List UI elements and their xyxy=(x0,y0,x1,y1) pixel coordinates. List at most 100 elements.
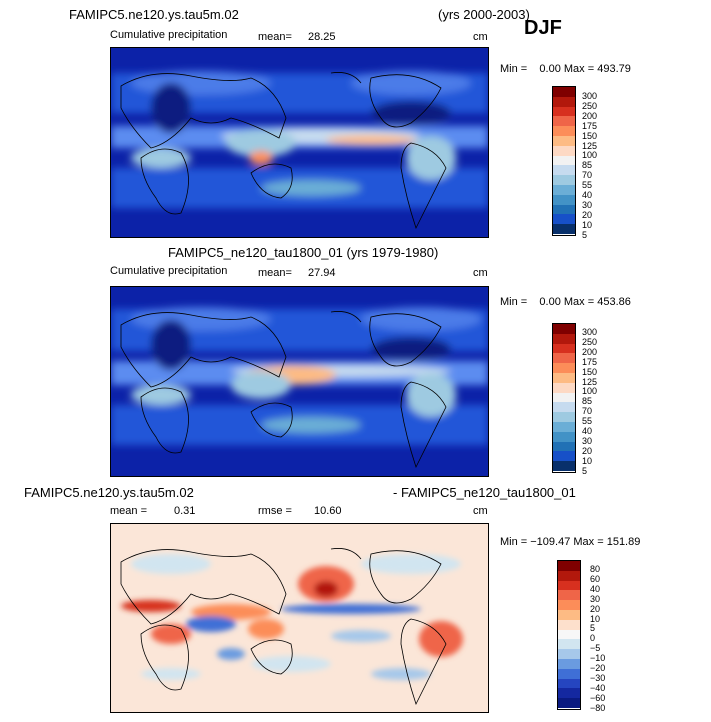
colorbar-label: 200 xyxy=(582,110,598,121)
panel2-colorbar-swatch xyxy=(553,461,575,471)
panel3-units: cm xyxy=(473,505,488,517)
colorbar-label: 100 xyxy=(582,150,598,161)
colorbar-label: 40 xyxy=(582,190,593,200)
panel2-field-label: Cumulative precipitation xyxy=(110,265,228,277)
colorbar-label: 70 xyxy=(582,170,593,181)
panel2-min-max: Min = 0.00 Max = 453.86 xyxy=(500,296,631,308)
colorbar-label: 5 xyxy=(582,465,588,476)
panel1-colorbar-swatch xyxy=(553,224,575,234)
colorbar-label: 30 xyxy=(582,199,593,210)
panel1-precip-map xyxy=(110,47,489,238)
panel3-colorbar-swatch xyxy=(558,658,580,669)
panel3-colorbar-swatch xyxy=(558,580,580,591)
panel2-colorbar-swatch xyxy=(553,431,575,442)
panel3-colorbar xyxy=(557,560,581,710)
panel3-colorbar-swatch xyxy=(558,649,580,659)
panel3-min-max: Min = −109.47 Max = 151.89 xyxy=(500,536,641,548)
panel2-colorbar-swatch xyxy=(553,441,575,452)
panel2-title: FAMIPC5_ne120_tau1800_01 (yrs 1979-1980) xyxy=(168,245,439,260)
panel2-colorbar-swatch xyxy=(553,412,575,422)
colorbar-label: 300 xyxy=(582,327,598,337)
colorbar-label: 175 xyxy=(582,356,598,367)
panel1-colorbar-swatch xyxy=(553,175,575,185)
panel3-mean-value: 0.31 xyxy=(174,505,196,517)
colorbar-label: 20 xyxy=(582,209,593,220)
panel1-units: cm xyxy=(473,31,488,43)
colorbar-label: −30 xyxy=(590,672,606,683)
colorbar-label: 10 xyxy=(582,455,593,466)
panel1-mean-value: 28.25 xyxy=(308,31,336,43)
colorbar-label: 70 xyxy=(582,406,593,417)
colorbar-label: 125 xyxy=(582,376,598,387)
panel3-title-right: - FAMIPC5_ne120_tau1800_01 xyxy=(393,485,576,500)
colorbar-label: 150 xyxy=(582,130,598,141)
panel1-colorbar-swatch xyxy=(553,194,575,205)
panel2-mean-label: mean= xyxy=(258,267,292,279)
colorbar-label: 80 xyxy=(590,564,601,574)
panel1-colorbar-swatch xyxy=(553,184,575,195)
colorbar-label: 175 xyxy=(582,120,598,131)
colorbar-label: −5 xyxy=(590,643,601,654)
panel2-colorbar-swatch xyxy=(553,421,575,432)
panel1-colorbar-swatch xyxy=(553,214,575,225)
panel2-colorbar-swatch xyxy=(553,382,575,393)
panel2-mean-value: 27.94 xyxy=(308,267,336,279)
colorbar-label: 10 xyxy=(590,613,601,624)
panel1-colorbar-swatch xyxy=(553,126,575,136)
colorbar-label: 30 xyxy=(582,435,593,446)
colorbar-label: 150 xyxy=(582,366,598,377)
colorbar-label: 0 xyxy=(590,633,596,644)
panel3-colorbar-swatch xyxy=(558,590,580,601)
panel2-colorbar-swatch xyxy=(553,333,575,344)
panel3-colorbar-swatch xyxy=(558,668,580,679)
colorbar-label: 300 xyxy=(582,91,598,101)
panel1-field-label: Cumulative precipitation xyxy=(110,29,228,41)
colorbar-label: −40 xyxy=(590,682,606,693)
panel1-years: (yrs 2000-2003) xyxy=(438,7,530,22)
panel1-colorbar-swatch xyxy=(553,165,575,176)
panel1-colorbar-swatch xyxy=(553,155,575,166)
panel3-colorbar-swatch xyxy=(558,698,580,708)
panel3-rmse-value: 10.60 xyxy=(314,505,342,517)
panel2-colorbar-swatch xyxy=(553,451,575,462)
panel3-title-left: FAMIPC5.ne120.ys.tau5m.02 xyxy=(24,485,194,500)
panel1-colorbar-swatch xyxy=(553,145,575,156)
panel2-colorbar-swatch xyxy=(553,392,575,403)
colorbar-label: 40 xyxy=(582,426,593,436)
panel2-colorbar-swatch xyxy=(553,372,575,383)
panel3-colorbar-swatch xyxy=(558,619,580,630)
colorbar-label: 250 xyxy=(582,336,598,347)
season-label: DJF xyxy=(524,17,562,39)
panel2-colorbar xyxy=(552,323,576,473)
colorbar-label: 30 xyxy=(590,593,601,604)
panel1-colorbar-swatch xyxy=(553,87,575,97)
colorbar-label: 125 xyxy=(582,140,598,151)
panel1-colorbar-swatch xyxy=(553,135,575,146)
panel3-rmse-label: rmse = xyxy=(258,505,292,517)
panel3-colorbar-swatch xyxy=(558,600,580,610)
colorbar-label: 60 xyxy=(590,573,601,584)
colorbar-label: 20 xyxy=(582,445,593,456)
colorbar-label: −60 xyxy=(590,692,606,703)
panel2-colorbar-swatch xyxy=(553,353,575,364)
panel3-difference-map xyxy=(110,523,489,713)
panel1-colorbar-swatch xyxy=(553,96,575,107)
panel2-colorbar-swatch xyxy=(553,402,575,413)
panel3-colorbar-swatch xyxy=(558,609,580,620)
panel1-title: FAMIPC5.ne120.ys.tau5m.02 xyxy=(69,7,239,22)
colorbar-label: 55 xyxy=(582,180,593,191)
colorbar-label: 5 xyxy=(582,229,588,240)
panel2-colorbar-swatch xyxy=(553,324,575,334)
panel1-min-max: Min = 0.00 Max = 493.79 xyxy=(500,63,631,75)
panel2-precip-map xyxy=(110,286,489,477)
panel1-colorbar xyxy=(552,86,576,236)
colorbar-label: 85 xyxy=(582,396,593,407)
colorbar-label: 20 xyxy=(590,603,601,614)
colorbar-label: −80 xyxy=(590,702,606,713)
panel3-colorbar-swatch xyxy=(558,561,580,571)
colorbar-label: 40 xyxy=(590,583,601,594)
panel2-colorbar-swatch xyxy=(553,343,575,354)
panel3-colorbar-swatch xyxy=(558,688,580,699)
colorbar-label: 10 xyxy=(582,219,593,230)
colorbar-label: −10 xyxy=(590,653,606,664)
